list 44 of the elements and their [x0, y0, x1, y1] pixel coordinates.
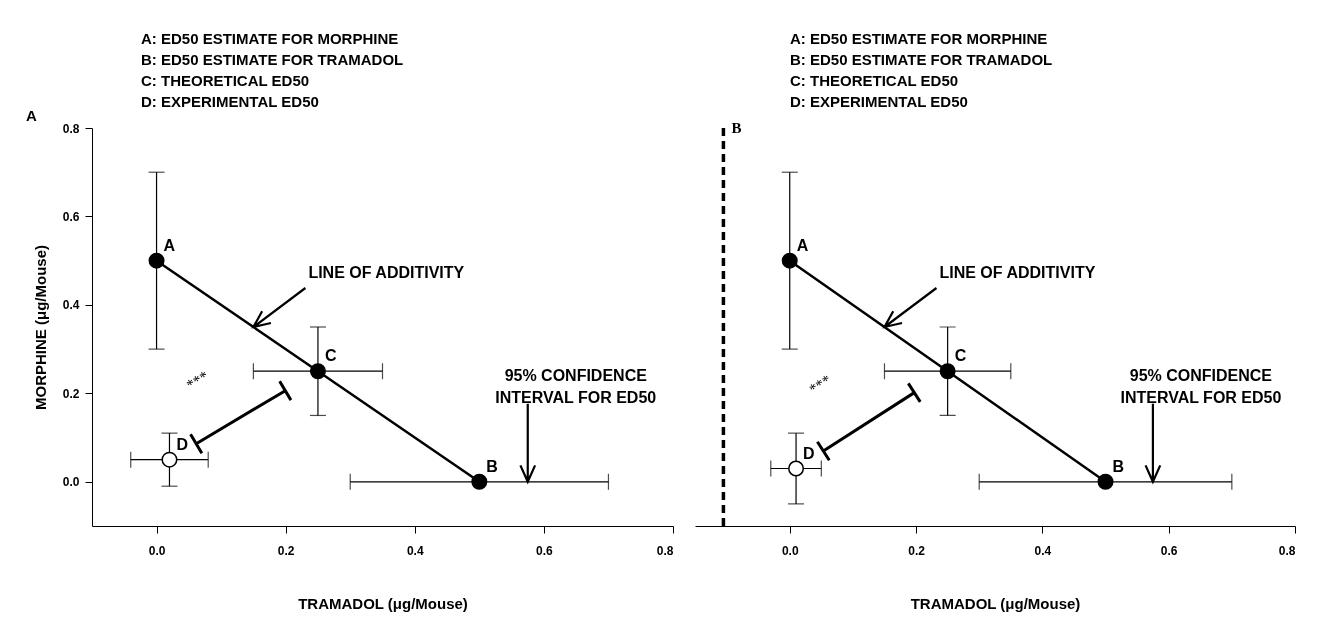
text: A: ED50 ESTIMATE FOR MORPHINE B: ED50 ESTIMATE FOR TRAMADOL C: THEORETICAL ED50 D: EXPERIMENTAL ED50: [790, 30, 1053, 110]
y-tick-label: 0.8: [62, 121, 80, 136]
point: [161, 451, 178, 468]
annotation: LINE OF ADDITIVITY: [308, 264, 465, 281]
point: [148, 252, 165, 269]
annotation: 95% CONFIDENCE INTERVAL FOR ED50: [495, 366, 657, 406]
annotation: D: [176, 435, 189, 453]
y-tick-label: 0.2: [62, 386, 80, 401]
x-tick-label: 0.6: [1160, 543, 1178, 558]
y-tick-label: 0.0: [62, 475, 80, 490]
point: [309, 363, 326, 380]
annotation: A: [163, 236, 176, 254]
annotation: LINE OF ADDITIVITY: [939, 264, 1096, 281]
x-axis-title: TRAMADOL (μg/Mouse): [298, 594, 468, 612]
annotation: 95% CONFIDENCE INTERVAL FOR ED50: [1120, 366, 1282, 406]
text: A: ED50 ESTIMATE FOR MORPHINE B: ED50 ESTIMATE FOR TRAMADOL C: THEORETICAL ED50 D: EXPERIMENTAL ED50: [141, 30, 404, 110]
annotation: B: [1112, 457, 1125, 475]
chart-title: A: [26, 107, 37, 124]
annotation: ***: [183, 367, 212, 394]
x-tick-label: 0.2: [277, 543, 295, 558]
point: [788, 460, 805, 477]
x-tick-label: 0.0: [781, 543, 799, 558]
annotation: B: [486, 457, 498, 475]
y-tick-label: 0.4: [62, 298, 80, 313]
x-tick-label: 0.2: [908, 543, 926, 558]
x-tick-label: 0.6: [536, 543, 554, 558]
point: [1097, 473, 1114, 490]
annotation: D: [803, 444, 815, 462]
x-axis-title: TRAMADOL (μg/Mouse): [910, 594, 1081, 612]
y-axis-title: MORPHINE (μg/Mouse): [31, 244, 49, 411]
annotation: A: [796, 236, 809, 254]
x-tick-label: 0.8: [1278, 543, 1296, 558]
x-tick-label: 0.4: [1034, 543, 1052, 558]
x-tick-label: 0.0: [148, 543, 166, 558]
point: [939, 363, 956, 380]
ref-line-label: B: [731, 120, 742, 136]
point: [781, 252, 798, 269]
point: [471, 473, 488, 490]
y-tick-label: 0.6: [62, 209, 80, 224]
x-tick-label: 0.8: [656, 543, 674, 558]
annotation: C: [954, 347, 967, 365]
annotation: ***: [806, 371, 834, 398]
annotation: C: [324, 347, 337, 365]
x-tick-label: 0.4: [406, 543, 424, 558]
